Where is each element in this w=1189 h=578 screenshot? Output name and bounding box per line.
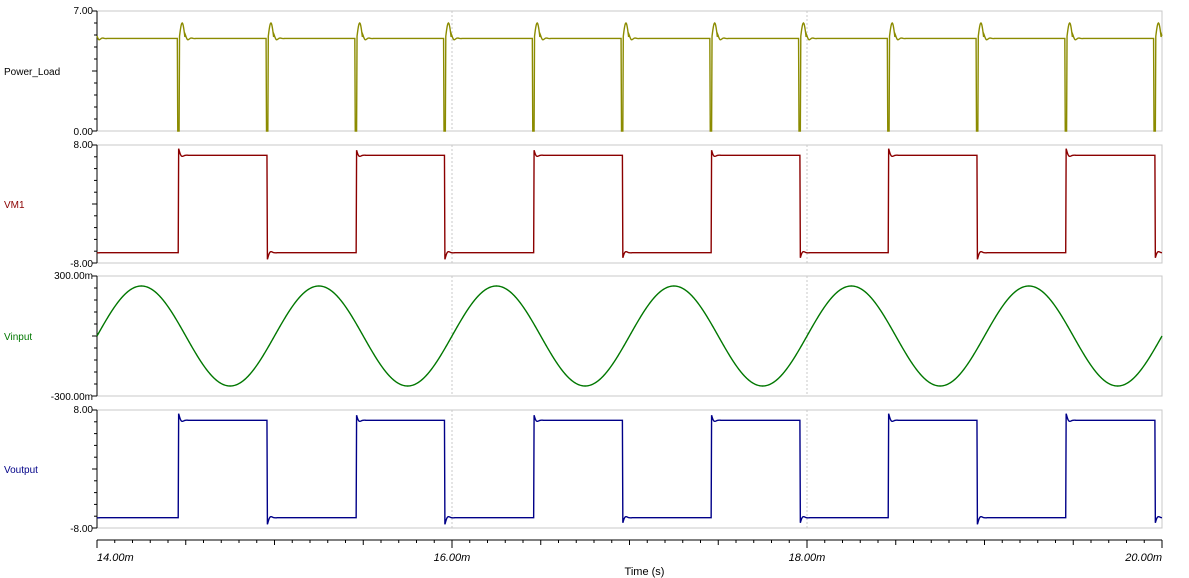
series-line-power-load [96,22,1163,132]
panel-frame-vm1 [96,144,1163,264]
y-tick-label-bottom-vm1: -8.00 [70,259,93,270]
x-tick-label: 18.00m [789,552,826,564]
series-line-vinput [96,285,1163,387]
x-tick-label: 14.00m [97,552,134,564]
panel-label-power-load: Power_Load [4,67,60,78]
y-tick-label-bottom-power-load: 0.00 [74,127,94,138]
y-tick-label-top-vinput: 300.00m [54,271,93,282]
panel-label-vm1: VM1 [4,200,25,211]
y-tick-label-bottom-voutput: -8.00 [70,524,93,535]
y-tick-label-top-power-load: 7.00 [74,6,94,17]
panel-frame-power-load [96,10,1163,132]
panel-label-voutput: Voutput [4,465,38,476]
x-tick-label: 20.00m [1124,552,1162,564]
x-axis-label: Time (s) [625,566,665,578]
x-tick-label: 16.00m [434,552,471,564]
y-tick-label-top-voutput: 8.00 [74,405,94,416]
series-line-voutput [96,413,1163,525]
series-line-vm1 [96,148,1163,260]
y-tick-label-top-vm1: 8.00 [74,140,94,151]
panel-frame-voutput [96,409,1163,529]
panel-label-vinput: Vinput [4,332,32,343]
y-tick-label-bottom-vinput: -300.00m [51,392,93,403]
